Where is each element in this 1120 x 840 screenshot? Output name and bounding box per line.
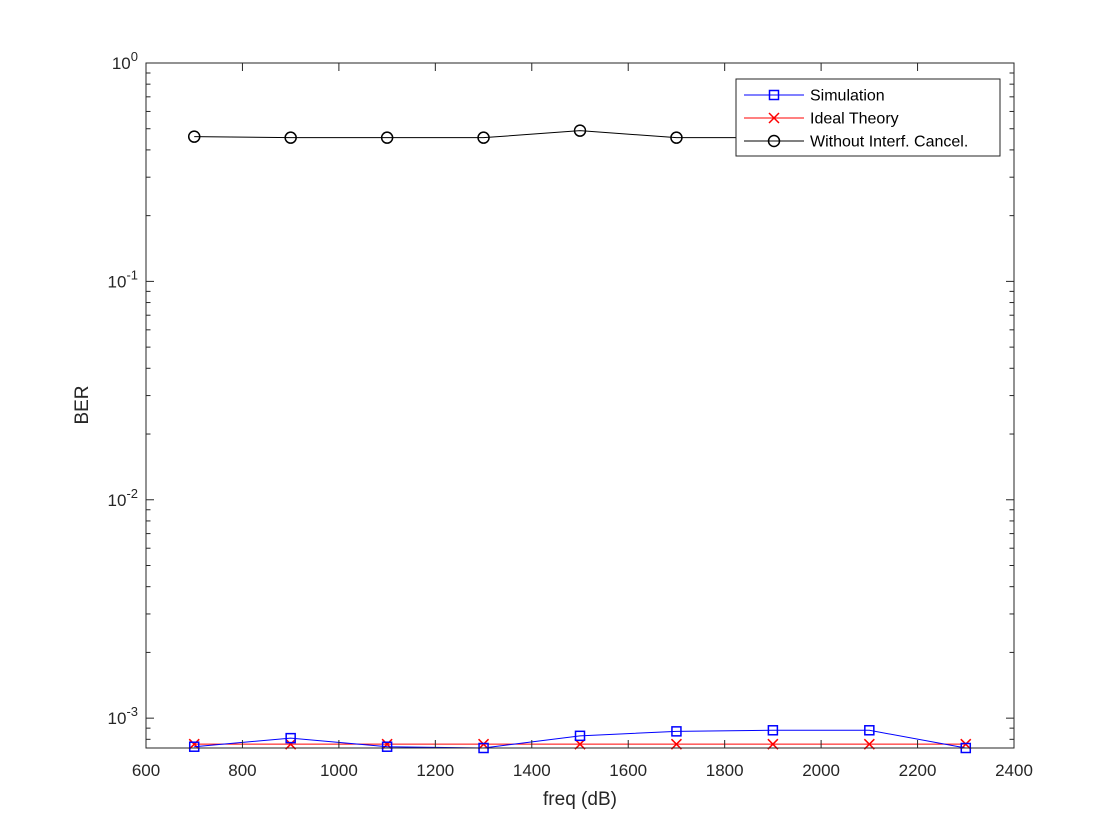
- circle-marker: [380, 131, 394, 144]
- square-marker: [767, 725, 779, 736]
- y-tick-exponent: -1: [126, 267, 138, 282]
- y-tick-base: 10: [108, 272, 127, 291]
- y-tick-label: 10-3: [108, 704, 138, 728]
- y-axis-label: BER: [72, 385, 93, 424]
- square-marker: [381, 741, 393, 752]
- circle-marker: [187, 130, 201, 143]
- y-tick-label: 10-1: [108, 267, 138, 291]
- x-tick-label: 2200: [899, 761, 937, 780]
- y-tick-base: 10: [108, 709, 127, 728]
- y-tick-exponent: -3: [126, 704, 138, 719]
- circle-marker: [573, 124, 587, 137]
- x-tick-label: 600: [132, 761, 160, 780]
- x-tick-label: 1200: [416, 761, 454, 780]
- x-tick-label: 2400: [995, 761, 1033, 780]
- axes-layer: [145, 62, 1015, 749]
- y-tick-label: 100: [112, 49, 138, 73]
- legend-label: Simulation: [810, 88, 885, 105]
- circle-marker: [284, 131, 297, 144]
- y-tick-exponent: -2: [126, 486, 138, 501]
- legend-label: Ideal Theory: [810, 111, 899, 128]
- x-tick-label: 1800: [706, 761, 744, 780]
- square-marker: [574, 730, 586, 742]
- square-marker: [864, 725, 875, 736]
- series-line: [194, 729, 966, 749]
- y-tick-base: 10: [112, 54, 131, 73]
- square-marker: [768, 89, 780, 101]
- y-tick-exponent: 0: [131, 49, 138, 64]
- axes-box: [145, 62, 1015, 749]
- circle-marker: [767, 134, 781, 148]
- x-tick-label: 800: [228, 761, 256, 780]
- x-marker: [768, 112, 780, 124]
- y-tick-label: 10-2: [108, 486, 138, 510]
- legend-item: Ideal Theory: [744, 111, 899, 128]
- x-tick-label: 1400: [513, 761, 551, 780]
- legend: Simulation Ideal Theory Without Interf. Ca…: [735, 78, 1001, 157]
- square-marker: [671, 726, 682, 737]
- x-tick-label: 2000: [802, 761, 840, 780]
- y-tick-base: 10: [108, 491, 127, 510]
- legend-item: Simulation: [744, 88, 885, 105]
- x-tick-label: 1000: [320, 761, 358, 780]
- plot-area: [146, 63, 1014, 748]
- legend-label: Without Interf. Cancel.: [810, 134, 968, 151]
- circle-marker: [477, 131, 490, 144]
- x-axis: 600 800 1000 1200 1400 1600 1800 2000 2200 2400: [132, 63, 1033, 780]
- circle-marker: [670, 131, 683, 144]
- x-tick-label: 1600: [609, 761, 647, 780]
- square-marker: [285, 732, 296, 744]
- legend-item: Without Interf. Cancel.: [744, 134, 968, 151]
- x-axis-label: freq (dB): [543, 789, 617, 810]
- square-marker: [188, 741, 200, 752]
